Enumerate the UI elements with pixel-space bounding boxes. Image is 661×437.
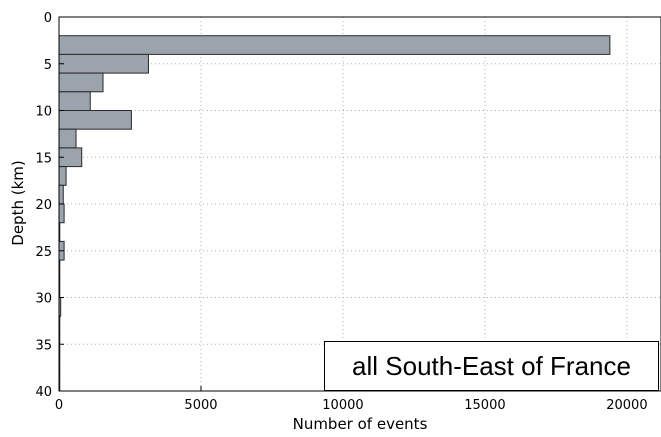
y-axis-ticks: 0 5 10 15 20 25 30 35 40 <box>35 11 64 400</box>
y-tick-label: 40 <box>35 385 52 400</box>
grid-lines <box>58 16 661 392</box>
y-tick-label: 0 <box>44 11 52 26</box>
x-tick-label: 5000 <box>184 398 217 413</box>
histogram-bar <box>58 184 64 205</box>
histogram-bar <box>58 128 77 149</box>
x-axis-label: Number of events <box>293 415 428 433</box>
histogram-bar <box>58 110 132 130</box>
y-tick-label: 15 <box>35 151 52 166</box>
histogram-bars <box>58 35 611 392</box>
y-tick-label: 20 <box>35 198 52 213</box>
x-axis-ticks: 0 5000 10000 15000 20000 <box>55 386 648 413</box>
y-tick-label: 30 <box>35 292 52 307</box>
x-tick-label: 20000 <box>606 398 647 413</box>
region-annotation-box: all South-East of France <box>324 341 659 391</box>
x-tick-label: 0 <box>55 398 63 413</box>
x-tick-label: 15000 <box>464 398 505 413</box>
y-tick-label: 5 <box>44 58 52 73</box>
histogram-bar <box>58 35 611 55</box>
y-tick-label: 25 <box>35 245 52 260</box>
histogram-bar <box>58 53 149 74</box>
y-axis-label: Depth (km) <box>9 160 27 245</box>
histogram-bar <box>58 203 65 224</box>
histogram-bar <box>58 166 67 186</box>
y-tick-label: 10 <box>35 105 52 120</box>
region-annotation-text: all South-East of France <box>352 350 631 381</box>
x-tick-label: 10000 <box>322 398 363 413</box>
y-tick-label: 35 <box>35 338 52 353</box>
histogram-bar <box>58 91 91 112</box>
histogram-bar <box>58 72 104 93</box>
